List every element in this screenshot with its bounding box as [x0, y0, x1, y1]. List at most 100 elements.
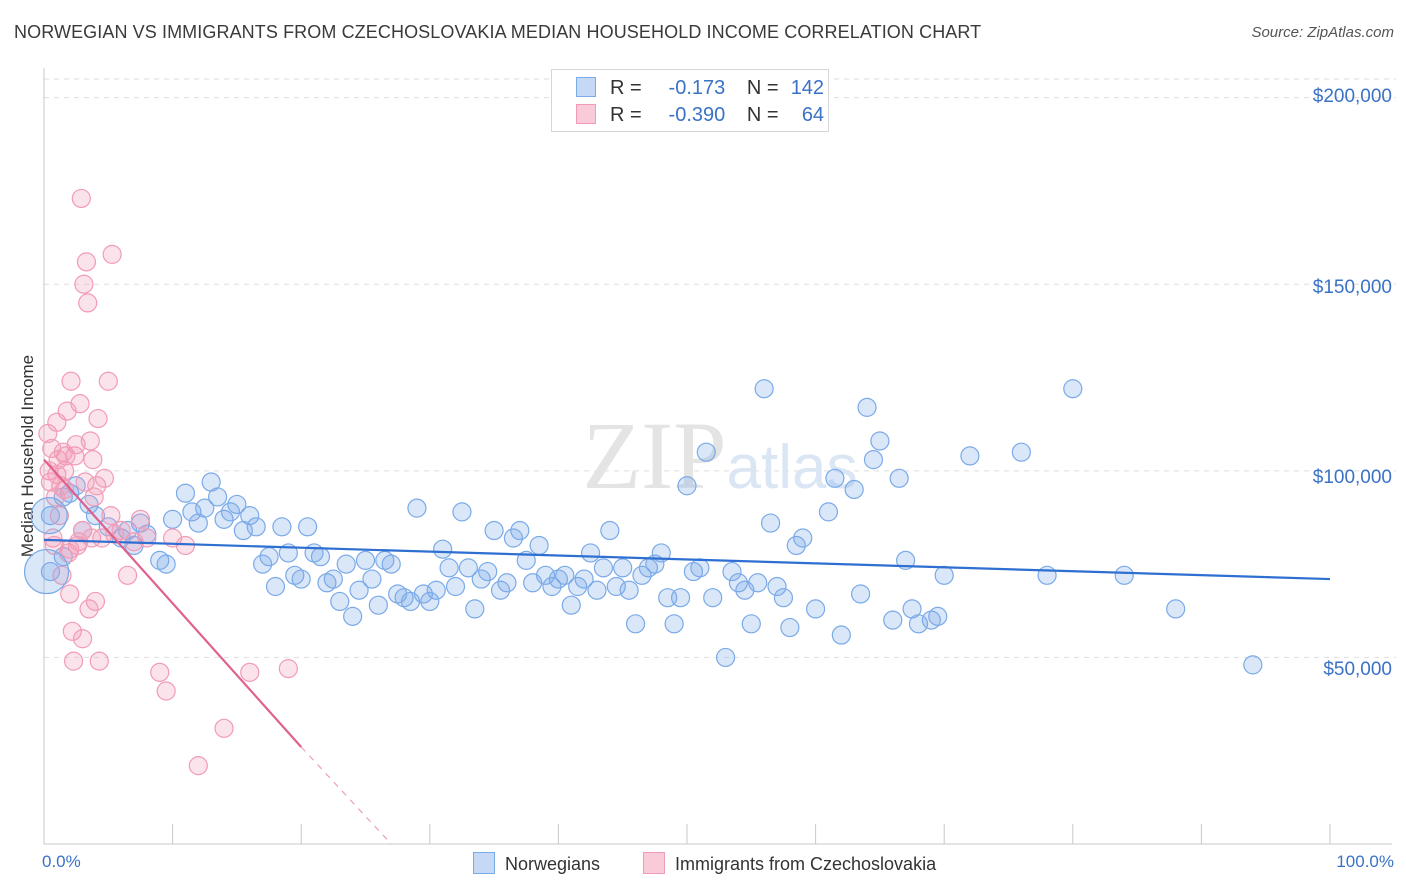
- point-czechoslovakia-41: [87, 476, 107, 496]
- point-norwegians-117: [831, 625, 851, 645]
- point-czechoslovakia-34: [78, 293, 98, 313]
- point-czechoslovakia-46: [98, 371, 118, 391]
- point-norwegians-68: [497, 573, 517, 593]
- point-norwegians-57: [426, 580, 446, 600]
- point-norwegians-77: [555, 565, 575, 585]
- point-norwegians-81: [580, 543, 601, 563]
- legend-item-czechoslovakia: Immigrants from Czechoslovakia: [643, 852, 936, 875]
- point-norwegians-54: [407, 498, 427, 518]
- point-norwegians-9: [98, 517, 118, 537]
- norwegians-legend-swatch: [473, 852, 495, 874]
- point-norwegians-103: [728, 573, 749, 593]
- point-czechoslovakia-54: [150, 662, 170, 682]
- point-norwegians-17: [163, 509, 183, 529]
- stats-row-czechoslovakia: R = -0.390 N = 64: [576, 104, 824, 126]
- point-norwegians-65: [478, 561, 498, 582]
- point-norwegians-75: [542, 576, 562, 597]
- point-czechoslovakia-42: [88, 408, 108, 429]
- point-norwegians-30: [253, 554, 273, 574]
- point-czechoslovakia-47: [101, 506, 121, 526]
- point-norwegians-106: [748, 573, 768, 593]
- point-norwegians-110: [773, 588, 794, 608]
- point-norwegians-48: [368, 595, 388, 615]
- point-norwegians-116: [825, 468, 845, 488]
- point-norwegians-24: [214, 509, 234, 529]
- point-norwegians-118: [844, 479, 864, 500]
- point-norwegians-large-2: [23, 548, 70, 595]
- point-norwegians-95: [670, 588, 691, 608]
- point-norwegians-98: [690, 558, 710, 578]
- point-norwegians-29: [246, 517, 266, 537]
- point-norwegians-79: [568, 576, 588, 597]
- point-norwegians-41: [323, 569, 343, 589]
- point-norwegians-131: [960, 446, 980, 466]
- point-czechoslovakia-59: [214, 718, 234, 738]
- stats-legend: R = -0.173 N = 142 R = -0.390 N = 64: [551, 69, 829, 132]
- point-czechoslovakia-14: [54, 461, 75, 481]
- point-czechoslovakia-43: [89, 651, 109, 671]
- data-points: [23, 188, 1263, 776]
- point-czechoslovakia-27: [70, 394, 90, 414]
- point-norwegians-132: [1011, 442, 1031, 462]
- point-norwegians-88: [625, 614, 646, 634]
- point-norwegians-100: [703, 588, 723, 608]
- point-norwegians-115: [818, 502, 839, 522]
- czechoslovakia-legend-swatch: [643, 852, 665, 874]
- point-norwegians-61: [452, 502, 472, 522]
- point-norwegians-21: [195, 498, 215, 518]
- point-norwegians-137: [1243, 655, 1263, 675]
- y-tick-label-100k: $100,000: [1312, 467, 1392, 488]
- point-norwegians-122: [870, 431, 890, 451]
- point-czechoslovakia-55: [156, 681, 176, 701]
- point-norwegians-50: [381, 554, 401, 574]
- point-norwegians-94: [664, 614, 684, 634]
- czechoslovakia-swatch: [576, 104, 596, 124]
- point-norwegians-85: [606, 576, 626, 597]
- watermark-zip: ZIP: [583, 402, 727, 509]
- point-norwegians-89: [632, 565, 652, 585]
- point-norwegians-66: [484, 520, 504, 541]
- point-czechoslovakia-30: [72, 629, 93, 649]
- point-norwegians-124: [889, 468, 909, 488]
- point-norwegians-64: [471, 569, 491, 589]
- point-czechoslovakia-20: [61, 371, 81, 391]
- point-norwegians-74: [535, 565, 556, 585]
- point-norwegians-47: [362, 569, 382, 589]
- point-norwegians-18: [175, 483, 196, 503]
- point-norwegians-136: [1166, 599, 1186, 619]
- point-norwegians-73: [529, 535, 549, 556]
- point-norwegians-80: [574, 569, 594, 589]
- point-czechoslovakia-60: [240, 662, 260, 682]
- point-norwegians-102: [722, 561, 742, 582]
- point-czechoslovakia-52: [130, 509, 151, 529]
- point-norwegians-69: [503, 528, 523, 548]
- point-czechoslovakia-18: [60, 584, 80, 604]
- point-norwegians-37: [298, 517, 318, 537]
- point-norwegians-99: [696, 442, 716, 462]
- point-norwegians-36: [291, 569, 311, 589]
- point-norwegians-58: [433, 539, 453, 559]
- gridlines: [44, 78, 1396, 658]
- point-norwegians-121: [863, 450, 884, 470]
- point-norwegians-127: [908, 614, 929, 634]
- y-tick-label-50k: $50,000: [1323, 659, 1392, 680]
- norwegians-swatch: [576, 77, 596, 97]
- stats-row-norwegians: R = -0.173 N = 142: [576, 77, 824, 99]
- point-norwegians-60: [445, 576, 466, 597]
- point-norwegians-71: [516, 550, 536, 570]
- point-norwegians-101: [715, 647, 736, 668]
- point-norwegians-28: [240, 506, 260, 526]
- point-norwegians-92: [651, 543, 671, 563]
- point-norwegians-120: [857, 397, 877, 417]
- point-czechoslovakia-22: [63, 651, 84, 671]
- point-czechoslovakia-36: [80, 431, 100, 451]
- point-norwegians-113: [793, 528, 813, 548]
- point-norwegians-114: [805, 599, 826, 619]
- trend-line-czechoslovakia-extension: [300, 746, 392, 845]
- point-norwegians-70: [510, 520, 530, 541]
- point-czechoslovakia-49: [111, 520, 131, 541]
- point-norwegians-111: [780, 617, 800, 638]
- point-norwegians-23: [208, 487, 228, 507]
- point-norwegians-108: [760, 513, 781, 533]
